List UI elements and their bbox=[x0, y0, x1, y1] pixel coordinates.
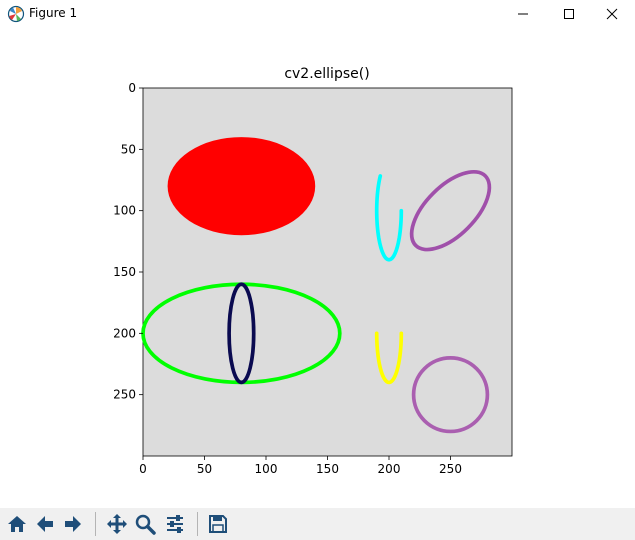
y-tick-label: 50 bbox=[121, 142, 136, 156]
configure-subplots-button[interactable] bbox=[162, 511, 188, 537]
minimize-icon bbox=[518, 13, 528, 15]
y-tick-label: 200 bbox=[113, 326, 136, 340]
home-icon bbox=[8, 516, 26, 532]
y-tick-label: 100 bbox=[113, 204, 136, 218]
home-button[interactable] bbox=[4, 511, 30, 537]
sliders-icon bbox=[167, 515, 183, 533]
zoom-button[interactable] bbox=[132, 511, 158, 537]
x-tick-label: 250 bbox=[439, 462, 462, 476]
ellipse-shape-7 bbox=[411, 356, 490, 434]
maximize-button[interactable] bbox=[546, 0, 592, 28]
toolbar-separator bbox=[95, 512, 96, 536]
x-tick-label: 200 bbox=[378, 462, 401, 476]
figure-canvas[interactable]: 0 50 100 150 200 250 0 50 100 150 200 250 cv2.ellip… bbox=[0, 28, 635, 508]
arrow-left-icon bbox=[37, 516, 53, 532]
title-bar: Figure 1 bbox=[0, 0, 635, 28]
ellipse-shape-1 bbox=[167, 137, 316, 236]
arrow-right-icon bbox=[65, 516, 81, 532]
y-tick-label: 150 bbox=[113, 265, 136, 279]
image-content bbox=[141, 137, 492, 434]
x-tick-label: 100 bbox=[255, 462, 278, 476]
window-title: Figure 1 bbox=[29, 6, 78, 20]
axis-ticks: 0 50 100 150 200 250 0 50 100 150 200 250 bbox=[113, 81, 462, 476]
matplotlib-icon bbox=[7, 5, 25, 23]
toolbar-separator bbox=[197, 512, 198, 536]
maximize-icon bbox=[564, 9, 574, 19]
close-button[interactable] bbox=[589, 0, 635, 28]
ellipse-shape-6 bbox=[409, 169, 492, 252]
pan-button[interactable] bbox=[104, 511, 130, 537]
axes-background bbox=[142, 87, 513, 457]
y-tick-label: 250 bbox=[113, 388, 136, 402]
save-button[interactable] bbox=[205, 511, 231, 537]
forward-button[interactable] bbox=[60, 511, 86, 537]
back-button[interactable] bbox=[32, 511, 58, 537]
navigation-toolbar bbox=[0, 508, 635, 540]
magnifier-icon bbox=[135, 514, 156, 535]
x-tick-label: 150 bbox=[316, 462, 339, 476]
minimize-button[interactable] bbox=[500, 0, 546, 28]
x-tick-label: 50 bbox=[197, 462, 212, 476]
ellipse-shape-3 bbox=[227, 282, 256, 385]
close-icon bbox=[606, 8, 618, 20]
floppy-disk-icon bbox=[209, 515, 227, 533]
y-tick-label: 0 bbox=[128, 81, 136, 95]
ellipse-shape-5 bbox=[374, 331, 404, 385]
chart-title: cv2.ellipse() bbox=[284, 66, 369, 82]
ellipse-shape-4 bbox=[374, 174, 404, 262]
plot-area: 0 50 100 150 200 250 0 50 100 150 200 250 cv2.ellip… bbox=[113, 66, 513, 476]
x-tick-label: 0 bbox=[139, 462, 147, 476]
move-icon bbox=[107, 514, 127, 534]
